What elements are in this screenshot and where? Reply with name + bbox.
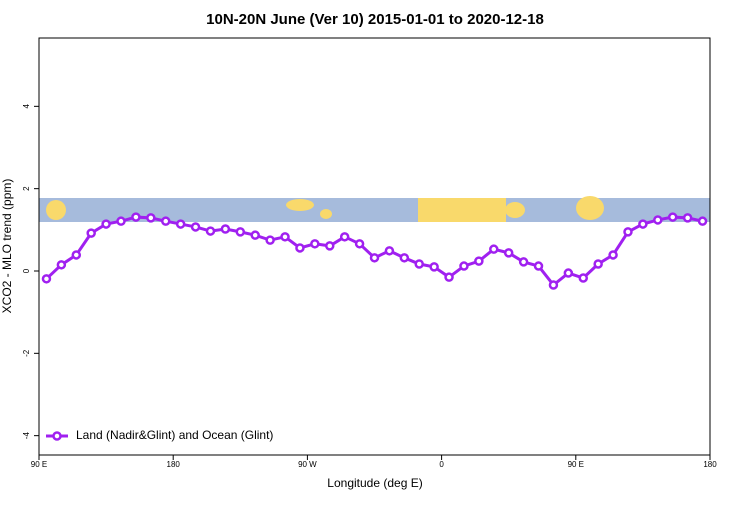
data-point [339,232,350,242]
data-point [250,230,260,240]
data-point [56,260,67,270]
x-axis-label: Longitude (deg E) [327,476,422,490]
data-point [146,213,156,223]
data-point [489,244,499,254]
data-point [429,262,439,272]
map-land [505,202,525,218]
map-land [418,198,506,222]
data-point [116,216,126,226]
data-point [548,280,559,290]
map-land [46,200,66,220]
y-tick-label: 2 [22,186,31,191]
data-point [503,248,514,258]
data-point [71,250,82,260]
y-tick-label: -2 [22,349,31,357]
map-land [320,209,332,219]
data-point [101,219,111,229]
y-tick-label: -4 [22,432,31,440]
data-point [682,213,693,223]
data-point [533,261,544,271]
x-tick-label: 180 [703,460,717,469]
data-point [593,259,603,269]
data-point [578,273,589,283]
data-point [86,228,96,238]
data-point [220,224,231,234]
data-point [563,268,574,278]
data-point [295,243,305,253]
data-point [235,227,246,237]
x-tick-label: 180 [167,460,181,469]
data-point [41,274,52,284]
x-tick-label: 90 E [31,460,47,469]
data-point [354,239,365,249]
data-point [518,257,529,267]
map-land [576,196,604,220]
data-point [369,253,380,263]
data-point [280,232,290,242]
data-point [667,212,678,222]
map-band [39,196,710,222]
data-point [310,239,320,249]
data-point [160,216,171,226]
data-point [638,219,648,229]
y-tick-label: 4 [22,104,31,109]
data-point [414,259,424,269]
legend-marker [52,431,62,441]
y-tick-label: 0 [22,268,31,273]
data-point [697,216,708,226]
map-land [286,199,314,211]
data-point [474,256,484,266]
legend-label: Land (Nadir&Glint) and Ocean (Glint) [76,428,273,442]
plot-frame [38,37,711,456]
data-point [384,246,395,256]
data-point [399,253,410,263]
x-tick-label: 90 E [568,460,584,469]
data-point [205,226,216,236]
x-tick-label: 0 [439,460,444,469]
data-point [653,215,663,225]
data-point [265,235,275,245]
data-point [608,250,618,260]
data-point [623,227,633,237]
data-point [325,241,335,251]
x-tick-label: 90 W [298,460,317,469]
y-axis-label: XCO2 - MLO trend (ppm) [0,179,14,314]
data-point [131,212,141,222]
data-point [444,272,454,282]
data-point [459,261,469,271]
data-point [175,219,186,229]
chart-title: 10N-20N June (Ver 10) 2015-01-01 to 2020… [206,11,544,28]
data-point [190,222,201,232]
